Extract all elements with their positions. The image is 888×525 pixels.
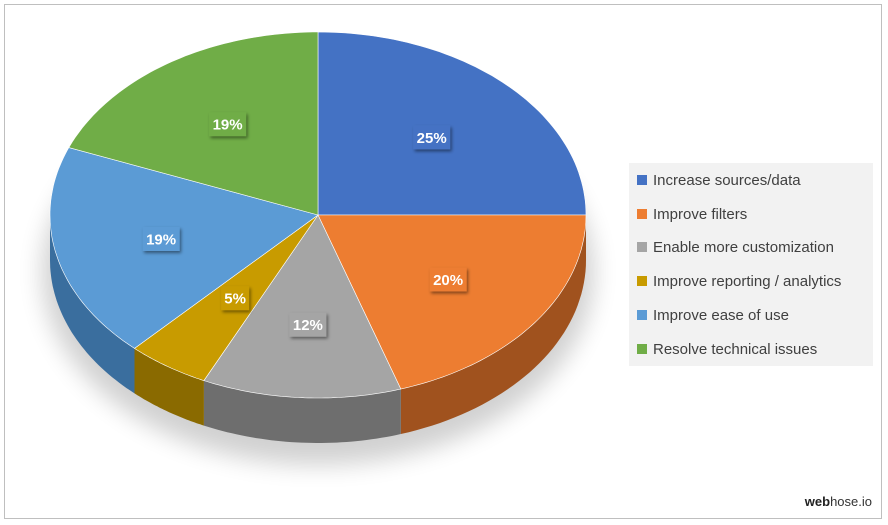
data-label-text: 19% [146, 232, 176, 249]
pie-side-2 [203, 380, 401, 443]
pie-side-1 [400, 215, 586, 434]
data-label-box [142, 227, 180, 251]
brand-rest: hose.io [830, 494, 872, 509]
data-label-box [289, 312, 327, 337]
data-label-1: 20% [429, 267, 467, 292]
data-label-text: 12% [293, 317, 323, 334]
legend-item-improve-filters: Improve filters [637, 204, 747, 224]
data-label-box [209, 112, 247, 137]
legend-label: Improve filters [653, 205, 748, 223]
pie-sides [50, 215, 586, 443]
pie-slice-5 [68, 31, 319, 216]
legend-swatch [637, 276, 647, 286]
pie-slice-0 [317, 31, 587, 216]
data-label-3: 5% [221, 286, 250, 311]
legend: Increase sources/data Improve filters En… [629, 163, 873, 366]
legend-swatch [637, 344, 647, 354]
legend-swatch [637, 175, 647, 185]
data-label-0: 25% [413, 125, 451, 150]
pie-top [49, 31, 587, 399]
legend-label: Increase sources/data [653, 171, 801, 189]
pie-slice-2 [203, 214, 402, 399]
legend-item-ease-of-use: Improve ease of use [637, 305, 789, 325]
data-label-4: 19% [142, 227, 180, 251]
data-label-5: 19% [209, 112, 247, 137]
data-label-text: 25% [417, 130, 447, 147]
legend-swatch [637, 242, 647, 252]
legend-swatch [637, 310, 647, 320]
pie-slice-1 [317, 214, 587, 390]
brand-logo: webhose.io [805, 494, 872, 509]
data-label-text: 20% [433, 272, 463, 289]
data-label-box [429, 267, 467, 292]
brand-bold: web [804, 494, 831, 509]
legend-item-reporting: Improve reporting / analytics [637, 271, 841, 291]
pie-side-4 [50, 215, 135, 394]
data-label-text: 19% [213, 117, 243, 134]
legend-label: Enable more customization [653, 238, 834, 256]
data-label-box [413, 125, 451, 150]
data-label-text: 5% [224, 291, 246, 308]
legend-label: Resolve technical issues [653, 340, 818, 358]
data-label-box [221, 286, 250, 311]
data-label-2: 12% [289, 312, 327, 337]
legend-label: Improve ease of use [653, 306, 789, 324]
legend-swatch [637, 209, 647, 219]
legend-item-customization: Enable more customization [637, 237, 834, 257]
data-labels: 25% 20% 12% 5% 19% 19% [142, 112, 467, 337]
legend-label: Improve reporting / analytics [653, 272, 842, 290]
legend-item-increase-sources: Increase sources/data [637, 170, 801, 190]
pie-side-3 [134, 348, 204, 426]
pie-slice-4 [49, 147, 319, 349]
legend-item-technical-issues: Resolve technical issues [637, 339, 817, 359]
